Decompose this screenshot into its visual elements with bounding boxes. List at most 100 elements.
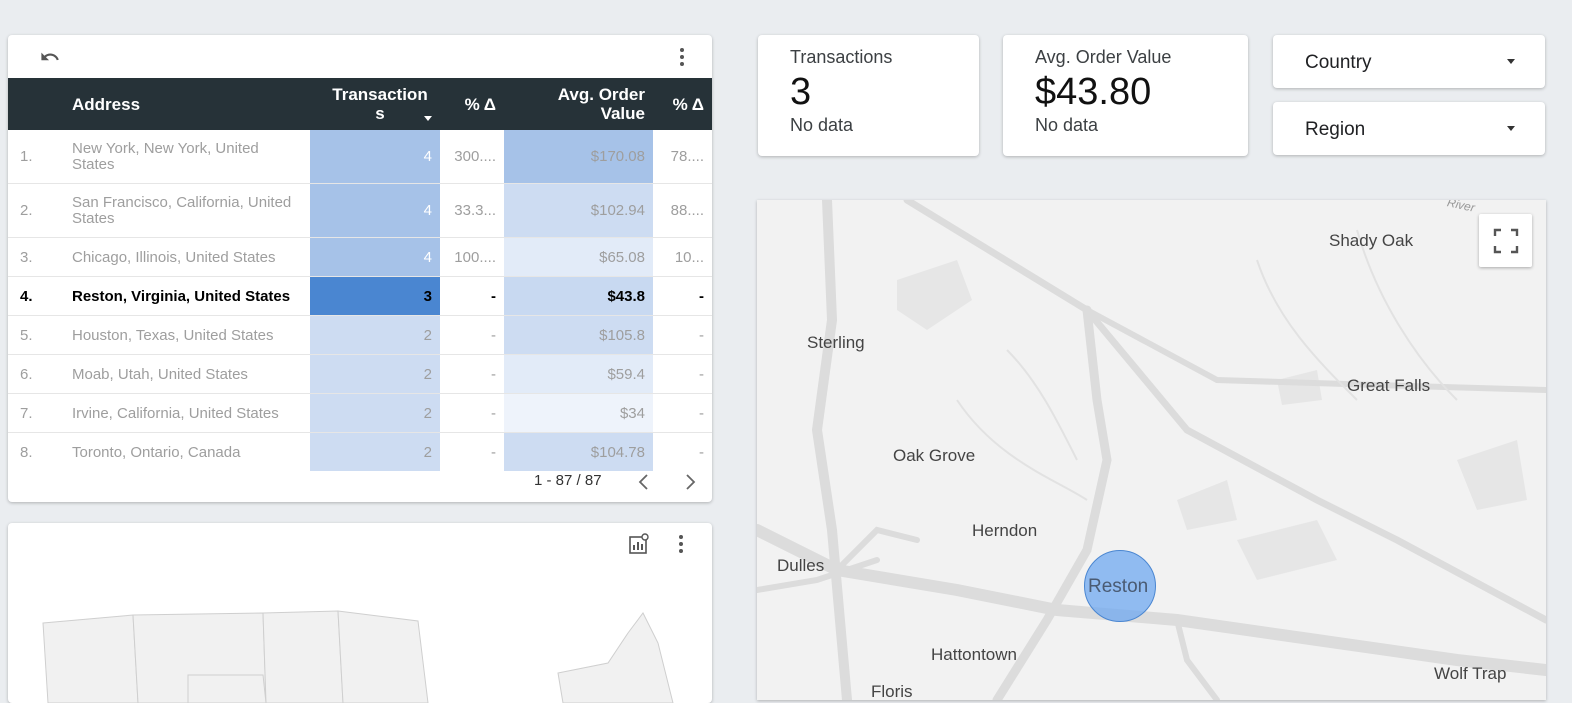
scorecard-comparison: No data: [1035, 115, 1099, 135]
row-delta-transactions: 33.3...: [440, 183, 504, 238]
chevron-down-icon: [1507, 59, 1515, 64]
scorecard-value: 3: [790, 71, 812, 113]
map-place-label: Wolf Trap: [1434, 664, 1507, 683]
row-delta-aov: 88....: [653, 183, 712, 238]
row-address: New York, New York, United States: [64, 130, 310, 184]
table-row[interactable]: 6. Moab, Utah, United States 2 - $59.4 -: [8, 354, 712, 394]
row-rank: 3.: [8, 237, 64, 277]
table-row-selected[interactable]: 4. Reston, Virginia, United States 3 - $…: [8, 276, 712, 316]
dropdown-label: Region: [1305, 119, 1366, 140]
map-place-label: Sterling: [807, 333, 865, 352]
scorecard-transactions[interactable]: Transactions 3 No data: [758, 35, 979, 156]
table-row[interactable]: 8. Toronto, Ontario, Canada 2 - $104.78 …: [8, 432, 712, 471]
pagination-label: 1 - 87 / 87: [534, 472, 602, 489]
table-row[interactable]: 5. Houston, Texas, United States 2 - $10…: [8, 315, 712, 355]
header-aov[interactable]: Avg. Order Value: [504, 78, 653, 130]
us-states-map[interactable]: [8, 523, 712, 703]
scorecard-aov[interactable]: Avg. Order Value $43.80 No data: [1003, 35, 1248, 156]
header-delta-aov[interactable]: % Δ: [653, 78, 712, 130]
map-base[interactable]: [757, 200, 1546, 700]
row-delta-transactions: -: [440, 354, 504, 394]
dropdown-label: Country: [1305, 52, 1372, 73]
row-aov: $65.08: [504, 237, 653, 277]
row-delta-aov: -: [653, 276, 712, 316]
table-row[interactable]: 7. Irvine, California, United States 2 -…: [8, 393, 712, 433]
scorecard-comparison: No data: [790, 115, 854, 135]
map-bubble-reston[interactable]: [1084, 550, 1156, 622]
table-header-row: Address Transaction s % Δ Avg. Order Val…: [8, 78, 712, 130]
table-row[interactable]: 3. Chicago, Illinois, United States 4 10…: [8, 237, 712, 277]
row-rank: 8.: [20, 443, 33, 461]
bubble-map[interactable]: Shady Oak Sterling Great Falls Oak Grove…: [757, 200, 1546, 700]
row-address: Chicago, Illinois, United States: [64, 237, 310, 277]
region-filter-dropdown[interactable]: Region: [1273, 102, 1545, 155]
more-vert-icon[interactable]: [668, 531, 694, 557]
header-transactions[interactable]: Transaction s: [310, 78, 440, 130]
row-transactions: 2: [310, 354, 440, 394]
row-transactions: 4: [310, 130, 440, 184]
row-delta-aov: 10...: [653, 237, 712, 277]
row-delta-aov: 78....: [653, 130, 712, 184]
header-transactions-label: Transaction s: [332, 85, 428, 123]
row-delta-transactions: 300....: [440, 130, 504, 184]
map-place-label: Floris: [871, 682, 913, 700]
row-aov: $34: [504, 393, 653, 433]
scorecard-label: Avg. Order Value: [1035, 47, 1172, 67]
sort-descending-icon[interactable]: [424, 116, 432, 121]
table-row[interactable]: 1. New York, New York, United States 4 3…: [8, 130, 712, 184]
row-delta-transactions: -: [440, 315, 504, 355]
header-rank: [8, 78, 64, 130]
row-delta-transactions: -: [440, 276, 504, 316]
fullscreen-icon[interactable]: [1479, 214, 1532, 267]
map-place-label: Dulles: [777, 556, 825, 575]
row-rank: 4.: [8, 276, 64, 316]
map-place-label: Great Falls: [1347, 376, 1431, 395]
row-transactions: 2: [310, 432, 440, 471]
row-delta-transactions: -: [491, 443, 496, 461]
row-address: San Francisco, California, United States: [64, 183, 310, 238]
row-delta-aov: -: [699, 443, 704, 461]
undo-icon[interactable]: [36, 43, 64, 71]
row-rank: 7.: [8, 393, 64, 433]
scorecard-value: $43.80: [1035, 71, 1152, 113]
row-transactions: 3: [310, 276, 440, 316]
chevron-right-icon[interactable]: [680, 471, 702, 493]
map-place-label: Oak Grove: [893, 446, 976, 465]
row-aov: $104.78: [504, 432, 653, 471]
row-transactions: 2: [310, 393, 440, 433]
row-transactions: 2: [310, 315, 440, 355]
chevron-left-icon[interactable]: [632, 471, 654, 493]
more-vert-icon[interactable]: [668, 43, 696, 71]
country-filter-dropdown[interactable]: Country: [1273, 35, 1545, 88]
data-table: Address Transaction s % Δ Avg. Order Val…: [8, 78, 712, 471]
geo-chart-card: [8, 523, 712, 703]
row-delta-aov: -: [653, 393, 712, 433]
row-delta-aov: -: [653, 354, 712, 394]
map-place-label: Shady Oak: [1329, 231, 1414, 250]
row-rank: 5.: [8, 315, 64, 355]
row-aov: $59.4: [504, 354, 653, 394]
table-card: Address Transaction s % Δ Avg. Order Val…: [8, 35, 712, 502]
row-rank: 2.: [8, 183, 64, 238]
row-rank: 1.: [8, 130, 64, 184]
row-rank: 6.: [8, 354, 64, 394]
header-delta-transactions[interactable]: % Δ: [440, 78, 504, 130]
map-place-label: Hattontown: [931, 645, 1017, 664]
chart-explore-icon[interactable]: [626, 531, 652, 557]
row-address: Irvine, California, United States: [64, 393, 310, 433]
header-address[interactable]: Address: [64, 78, 310, 130]
row-address: Reston, Virginia, United States: [64, 276, 310, 316]
row-address: Houston, Texas, United States: [64, 315, 310, 355]
row-delta-transactions: 100....: [440, 237, 504, 277]
map-place-label: Reston: [1088, 576, 1149, 597]
chevron-down-icon: [1507, 126, 1515, 131]
scorecard-label: Transactions: [790, 47, 893, 67]
row-transactions: 4: [310, 183, 440, 238]
row-aov: $102.94: [504, 183, 653, 238]
row-address: Moab, Utah, United States: [64, 354, 310, 394]
row-aov: $43.8: [504, 276, 653, 316]
row-delta-transactions: -: [440, 393, 504, 433]
map-place-label: Herndon: [972, 521, 1038, 540]
table-row[interactable]: 2. San Francisco, California, United Sta…: [8, 183, 712, 238]
row-aov: $170.08: [504, 130, 653, 184]
